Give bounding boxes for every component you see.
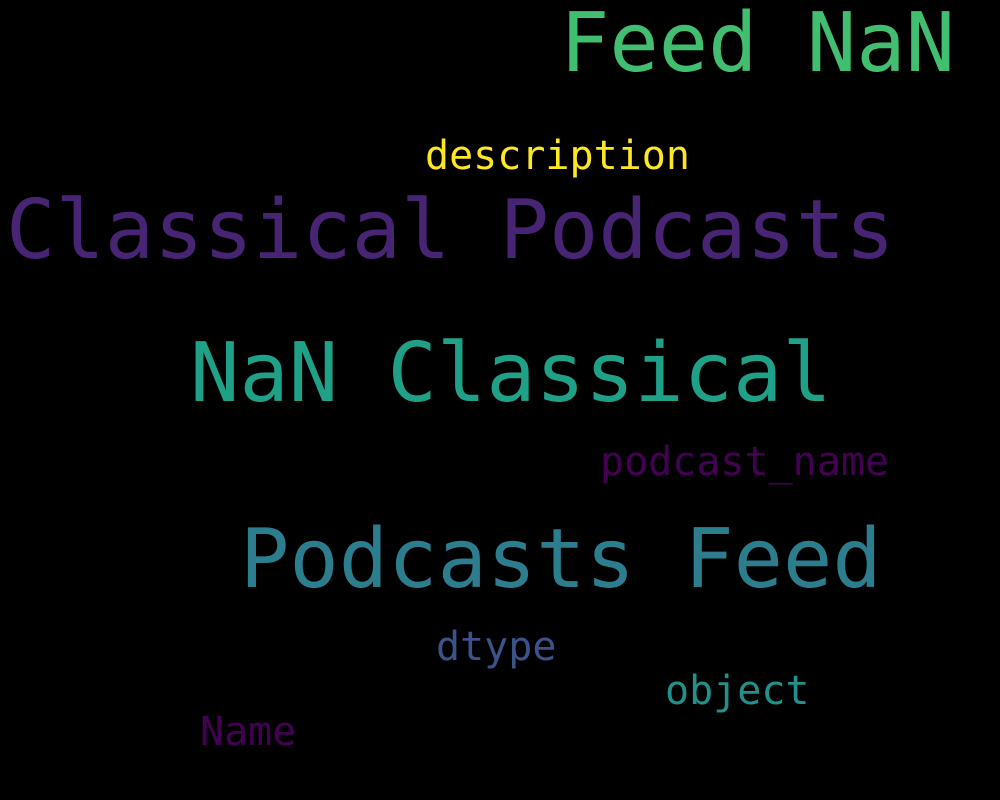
word-podcasts-feed: Podcasts Feed bbox=[240, 512, 882, 607]
word-object: object bbox=[665, 668, 810, 714]
word-description: description bbox=[425, 133, 690, 179]
word-dtype: dtype bbox=[436, 624, 557, 670]
word-classical-podcasts: Classical Podcasts bbox=[6, 183, 895, 278]
word-nan-classical: NaN Classical bbox=[190, 326, 832, 421]
word-podcast-name: podcast_name bbox=[600, 439, 889, 485]
word-feed-nan: Feed NaN bbox=[560, 0, 955, 91]
word-name: Name bbox=[200, 709, 297, 755]
